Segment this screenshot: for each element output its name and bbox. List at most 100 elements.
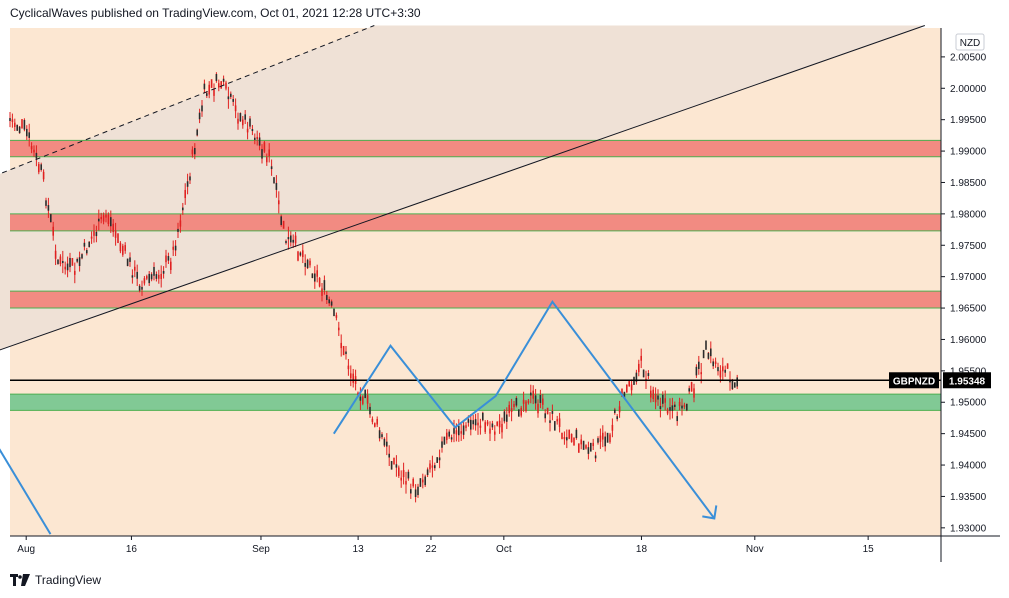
- candle-body: [93, 231, 95, 236]
- x-tick-label: 15: [863, 544, 875, 555]
- candle-body: [47, 205, 50, 211]
- candle-body: [489, 428, 491, 434]
- candle-body: [734, 382, 736, 388]
- y-tick-label: 2.00000: [950, 84, 987, 95]
- candle-body: [623, 391, 626, 398]
- candle-body: [150, 274, 153, 280]
- y-tick-label: 1.98500: [950, 178, 987, 189]
- candle-body: [222, 78, 225, 82]
- candle-body: [681, 405, 683, 409]
- candle-body: [374, 423, 376, 427]
- candle-body: [45, 200, 47, 206]
- candle-body: [700, 372, 702, 375]
- candle-body: [105, 214, 107, 218]
- candle-body: [510, 408, 513, 413]
- candle-body: [148, 273, 150, 284]
- candle-body: [606, 432, 609, 443]
- candle-body: [534, 395, 537, 404]
- price-chart[interactable]: 1.93000 1.93500 1.94000 1.94500 1.95000 1.955…: [0, 0, 1009, 566]
- candle-body: [642, 369, 645, 378]
- candle-body: [491, 423, 494, 428]
- candle-body: [470, 419, 472, 430]
- candle-body: [213, 89, 215, 96]
- candle-body: [134, 266, 136, 271]
- candle-body: [117, 233, 119, 244]
- candle-body: [261, 149, 263, 159]
- candle-body: [434, 465, 436, 469]
- candle-body: [191, 149, 194, 155]
- candle-body: [532, 390, 534, 399]
- candle-body: [402, 470, 405, 478]
- candle-body: [664, 398, 666, 403]
- candle-body: [429, 463, 431, 470]
- candle-body: [494, 431, 496, 435]
- candle-body: [273, 177, 275, 184]
- x-tick-label: Oct: [496, 544, 512, 555]
- candle-body: [74, 270, 76, 275]
- candle-body: [88, 241, 90, 247]
- zone-resistance-3: [10, 291, 941, 309]
- candle-body: [539, 394, 542, 403]
- candle-body: [460, 431, 462, 434]
- candle-body: [479, 425, 482, 428]
- y-tick-label: 2.00500: [950, 52, 987, 63]
- candle-body: [174, 245, 177, 251]
- candle-body: [182, 207, 184, 211]
- candle-body: [323, 280, 326, 291]
- zigzag-projection: [332, 299, 716, 520]
- candle-body: [227, 96, 230, 100]
- candle-body: [35, 152, 38, 159]
- candle-body: [81, 254, 83, 259]
- candle-body: [714, 361, 717, 364]
- candle-body: [54, 250, 57, 259]
- projection-arrowhead: [702, 505, 718, 520]
- candle-body: [626, 384, 628, 393]
- candle-body: [280, 216, 282, 226]
- candle-body: [136, 271, 138, 279]
- candle-body: [167, 256, 170, 261]
- candle-body: [50, 214, 52, 223]
- candle-body: [294, 235, 297, 244]
- candle-body: [124, 245, 126, 251]
- candle-body: [249, 118, 251, 127]
- candle-body: [537, 403, 539, 414]
- candle-body: [662, 394, 664, 404]
- candle-body: [712, 361, 714, 367]
- candle-body: [659, 406, 662, 409]
- candle-body: [383, 438, 386, 446]
- candle-body: [556, 419, 558, 422]
- candle-body: [71, 258, 74, 266]
- candle-body: [107, 214, 110, 225]
- candle-body: [551, 411, 554, 414]
- candle-body: [292, 239, 294, 243]
- candle-body: [530, 392, 532, 396]
- candle-body: [160, 273, 162, 280]
- candle-body: [722, 366, 724, 372]
- candle-body: [266, 157, 268, 163]
- candle-body: [654, 394, 657, 403]
- candle-body: [549, 420, 551, 423]
- candle-body: [630, 384, 633, 391]
- candle-body: [114, 230, 117, 238]
- candle-body: [299, 252, 302, 256]
- candle-body: [328, 299, 330, 304]
- candle-body: [602, 432, 604, 440]
- candle-body: [102, 215, 105, 222]
- candle-body: [314, 273, 316, 282]
- candle-body: [614, 409, 616, 414]
- candle-body: [369, 406, 371, 415]
- candle-body: [462, 425, 465, 435]
- x-tick-label: Sep: [252, 544, 270, 555]
- candle-body: [90, 236, 93, 239]
- candle-body: [100, 216, 102, 220]
- candle-body: [220, 81, 222, 89]
- candle-body: [218, 83, 220, 88]
- candle-body: [388, 453, 390, 458]
- candle-body: [122, 245, 124, 255]
- candle-body: [390, 461, 393, 470]
- candle-body: [340, 342, 342, 349]
- candle-body: [42, 171, 45, 180]
- candle-body: [376, 419, 378, 425]
- candle-body: [513, 403, 515, 408]
- candle-body: [657, 395, 659, 400]
